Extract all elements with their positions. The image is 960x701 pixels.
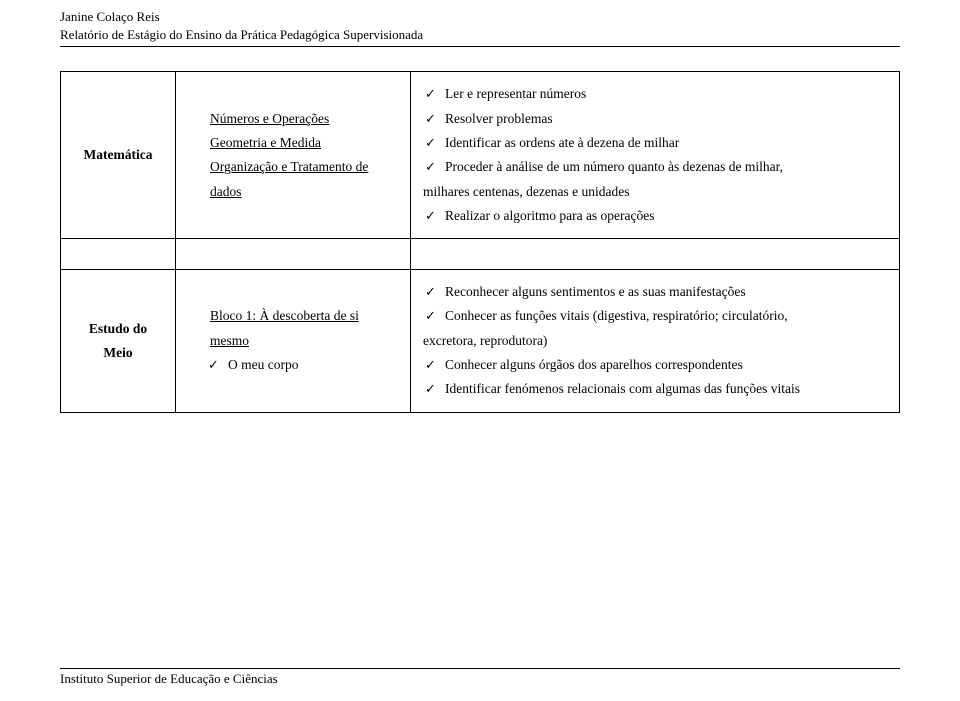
objective-text: Conhecer as funções vitais (digestiva, r… xyxy=(445,308,788,323)
objectives-cell: Ler e representar números Resolver probl… xyxy=(411,72,900,239)
subject-label: Matemática xyxy=(84,147,153,162)
topic-text: Bloco 1: À descoberta de si mesmo xyxy=(210,308,359,347)
objective-text: Identificar fenómenos relacionais com al… xyxy=(445,381,800,396)
objective-item: Identificar fenómenos relacionais com al… xyxy=(423,377,887,401)
objective-text: excretora, reprodutora) xyxy=(423,333,547,348)
objective-item: Ler e representar números xyxy=(423,82,887,106)
objective-text: milhares centenas, dezenas e unidades xyxy=(423,184,630,199)
objective-text: Ler e representar números xyxy=(445,86,586,101)
row-gap xyxy=(61,239,900,270)
objective-item-cont: milhares centenas, dezenas e unidades xyxy=(423,180,887,204)
table-row: Matemática Números e Operações Geometria… xyxy=(61,72,900,239)
table-row: Estudo do Meio Bloco 1: À descoberta de … xyxy=(61,270,900,412)
header-title: Relatório de Estágio do Ensino da Prátic… xyxy=(60,26,900,44)
header-rule xyxy=(60,46,900,47)
topics-cell: Bloco 1: À descoberta de si mesmo O meu … xyxy=(176,270,411,412)
page-footer: Instituto Superior de Educação e Ciência… xyxy=(60,668,900,687)
objective-item: Conhecer as funções vitais (digestiva, r… xyxy=(423,304,887,328)
page-header: Janine Colaço Reis Relatório de Estágio … xyxy=(60,8,900,44)
objective-item: Conhecer alguns órgãos dos aparelhos cor… xyxy=(423,353,887,377)
objective-text: Conhecer alguns órgãos dos aparelhos cor… xyxy=(445,357,743,372)
footer-rule xyxy=(60,668,900,669)
objectives-cell: Reconhecer alguns sentimentos e as suas … xyxy=(411,270,900,412)
topic-item: Geometria e Medida xyxy=(188,131,398,155)
objective-item: Proceder à análise de um número quanto à… xyxy=(423,155,887,179)
objectives-list: Ler e representar números Resolver probl… xyxy=(423,82,887,228)
objectives-list: Reconhecer alguns sentimentos e as suas … xyxy=(423,280,887,401)
subject-cell: Matemática xyxy=(61,72,176,239)
header-author: Janine Colaço Reis xyxy=(60,8,900,26)
page: Janine Colaço Reis Relatório de Estágio … xyxy=(0,0,960,701)
objective-item-cont: excretora, reprodutora) xyxy=(423,329,887,353)
objective-item: Identificar as ordens ate à dezena de mi… xyxy=(423,131,887,155)
objective-text: Reconhecer alguns sentimentos e as suas … xyxy=(445,284,746,299)
objective-text: Identificar as ordens ate à dezena de mi… xyxy=(445,135,679,150)
objective-item: Resolver problemas xyxy=(423,107,887,131)
objective-text: Proceder à análise de um número quanto à… xyxy=(445,159,783,174)
objective-text: Realizar o algoritmo para as operações xyxy=(445,208,655,223)
topics-list: Bloco 1: À descoberta de si mesmo O meu … xyxy=(188,304,398,377)
objective-item: Reconhecer alguns sentimentos e as suas … xyxy=(423,280,887,304)
subject-cell: Estudo do Meio xyxy=(61,270,176,412)
topic-text: Números e Operações xyxy=(210,111,329,126)
topics-cell: Números e Operações Geometria e Medida O… xyxy=(176,72,411,239)
topics-list: Números e Operações Geometria e Medida O… xyxy=(188,107,398,204)
topic-text: Organização e Tratamento de dados xyxy=(210,159,368,198)
topic-item: Bloco 1: À descoberta de si mesmo xyxy=(188,304,398,353)
topic-item: Organização e Tratamento de dados xyxy=(188,155,398,204)
topic-sub-item: O meu corpo xyxy=(188,353,398,377)
curriculum-table: Matemática Números e Operações Geometria… xyxy=(60,71,900,412)
topic-text: Geometria e Medida xyxy=(210,135,321,150)
objective-text: Resolver problemas xyxy=(445,111,553,126)
subject-label: Estudo do Meio xyxy=(89,321,147,360)
topic-sub-text: O meu corpo xyxy=(228,357,298,372)
footer-text: Instituto Superior de Educação e Ciência… xyxy=(60,671,278,686)
topic-item: Números e Operações xyxy=(188,107,398,131)
objective-item: Realizar o algoritmo para as operações xyxy=(423,204,887,228)
